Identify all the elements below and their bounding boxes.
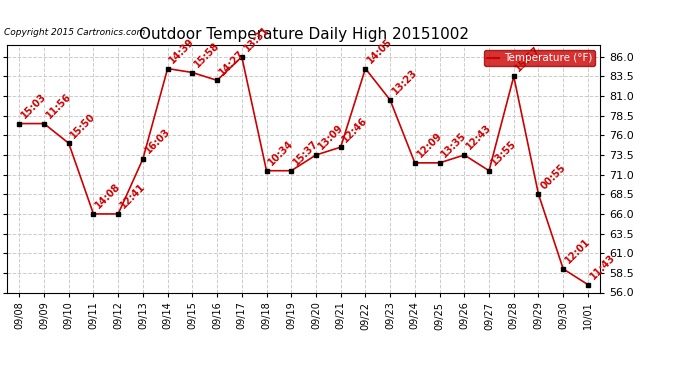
Text: 15:57: 15:57	[514, 44, 543, 73]
Text: 15:50: 15:50	[69, 111, 98, 140]
Text: 15:37: 15:37	[291, 139, 320, 168]
Text: 13:31: 13:31	[241, 25, 270, 54]
Text: 11:43: 11:43	[588, 252, 617, 282]
Text: 14:08: 14:08	[93, 182, 123, 211]
Text: 11:56: 11:56	[44, 92, 73, 120]
Text: 00:55: 00:55	[538, 162, 567, 191]
Text: 13:55: 13:55	[489, 139, 518, 168]
Text: 12:46: 12:46	[341, 115, 370, 144]
Text: 14:39: 14:39	[168, 36, 197, 65]
Text: 12:01: 12:01	[563, 237, 592, 266]
Text: 14:27: 14:27	[217, 48, 246, 77]
Text: 12:41: 12:41	[118, 182, 147, 211]
Text: 12:43: 12:43	[464, 123, 493, 152]
Legend: Temperature (°F): Temperature (°F)	[484, 50, 595, 66]
Text: 15:58: 15:58	[193, 40, 221, 69]
Title: Outdoor Temperature Daily High 20151002: Outdoor Temperature Daily High 20151002	[139, 27, 469, 42]
Text: 16:03: 16:03	[143, 127, 172, 156]
Text: 12:09: 12:09	[415, 131, 444, 160]
Text: 10:34: 10:34	[266, 139, 295, 168]
Text: 13:09: 13:09	[316, 123, 345, 152]
Text: 13:35: 13:35	[440, 131, 469, 160]
Text: 14:05: 14:05	[366, 36, 395, 65]
Text: 13:23: 13:23	[390, 68, 419, 97]
Text: Copyright 2015 Cartronics.com: Copyright 2015 Cartronics.com	[4, 28, 145, 37]
Text: 15:03: 15:03	[19, 92, 48, 120]
